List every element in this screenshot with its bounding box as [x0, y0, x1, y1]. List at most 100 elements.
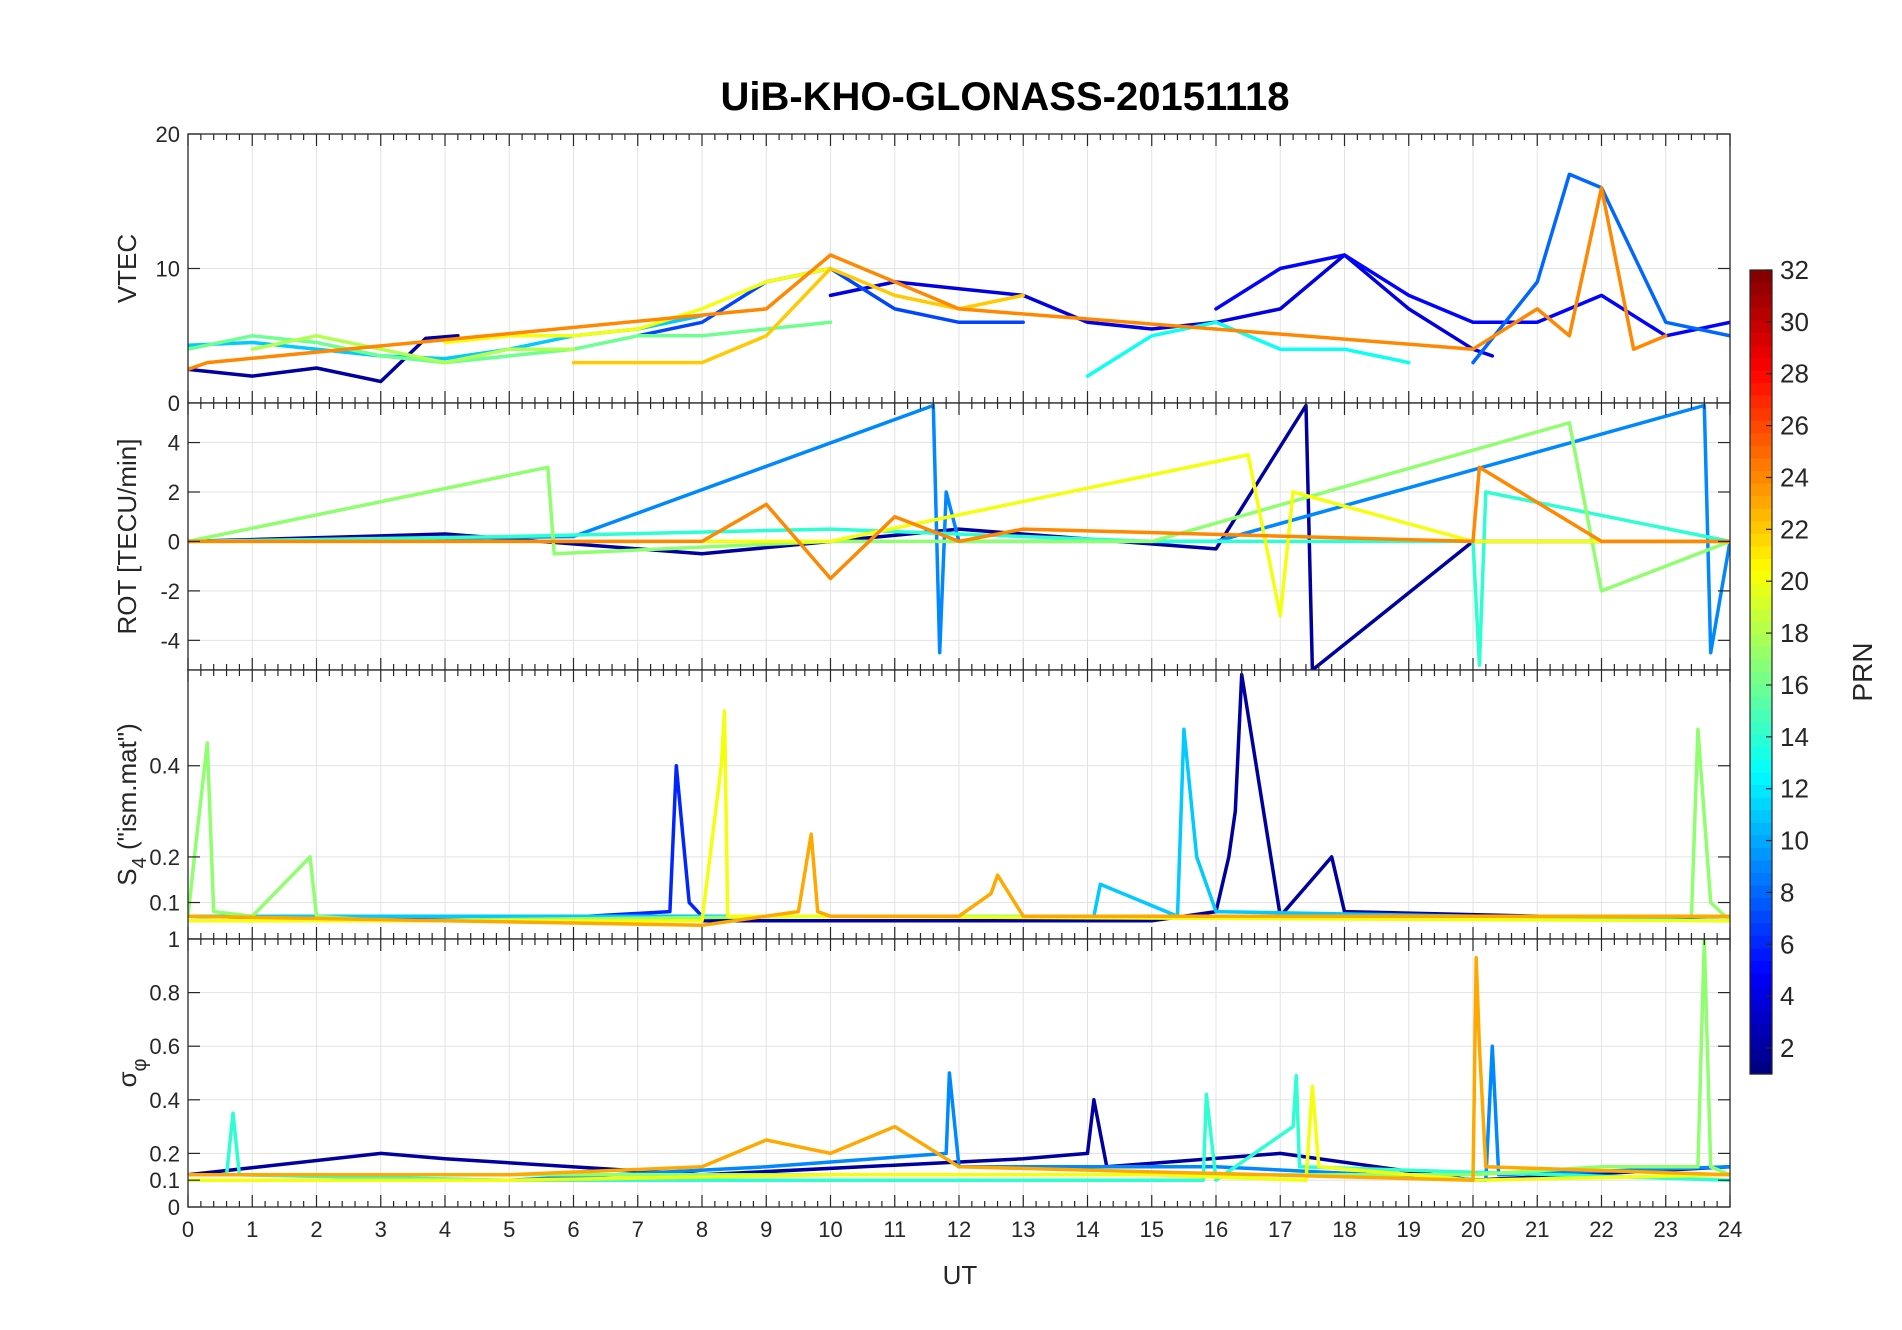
x-tick-label: 20 [1461, 1217, 1485, 1242]
y-axis-label: σφ [112, 1058, 151, 1087]
colorbar-segment [1750, 370, 1772, 384]
y-tick-label: 0.4 [149, 754, 180, 779]
colorbar-segment [1750, 948, 1772, 962]
colorbar-segment [1750, 345, 1772, 359]
x-tick-label: 13 [1011, 1217, 1035, 1242]
y-tick-label: 0.2 [149, 845, 180, 870]
colorbar-tick-label: 22 [1780, 514, 1809, 544]
colorbar-segment [1750, 621, 1772, 635]
y-tick-label: 4 [168, 431, 180, 456]
colorbar-segment [1750, 445, 1772, 460]
colorbar-segment [1750, 596, 1772, 610]
colorbar-segment [1750, 860, 1772, 874]
series-line-prn-2 [188, 672, 1730, 923]
y-tick-label: 0.4 [149, 1088, 180, 1113]
x-tick-label: 7 [632, 1217, 644, 1242]
colorbar-segment [1750, 282, 1772, 296]
y-tick-label: 0.2 [149, 1141, 180, 1166]
colorbar-segment [1750, 383, 1772, 397]
colorbar-segment [1750, 986, 1772, 1000]
x-tick-label: 10 [818, 1217, 842, 1242]
colorbar-segment [1750, 810, 1772, 824]
series-line-prn-20 [188, 1084, 1730, 1182]
y-axis-label: ROT [TECU/min] [112, 439, 142, 635]
series-line-prn-14 [188, 490, 1730, 667]
x-tick-label: 14 [1075, 1217, 1099, 1242]
series-line-prn-22 [571, 266, 1025, 365]
colorbar-tick-label: 24 [1780, 462, 1809, 492]
colorbar-segment [1750, 772, 1772, 786]
x-tick-label: 11 [883, 1217, 906, 1242]
x-tick-label: 18 [1332, 1217, 1356, 1242]
y-tick-label: 10 [156, 257, 180, 282]
series-line-prn-8 [1471, 172, 1730, 365]
colorbar-tick-label: 16 [1780, 670, 1809, 700]
series-group [188, 172, 1730, 384]
colorbar-segment [1750, 759, 1772, 774]
x-tick-label: 22 [1589, 1217, 1613, 1242]
colorbar-segment [1750, 785, 1772, 799]
colorbar-segment [1750, 1011, 1772, 1025]
y-tick-label: 20 [156, 122, 180, 147]
x-tick-label: 12 [947, 1217, 971, 1242]
colorbar-segment [1750, 420, 1772, 434]
x-tick-label: 0 [182, 1217, 194, 1242]
colorbar-tick-label: 14 [1780, 722, 1809, 752]
series-line-prn-24 [188, 186, 1668, 372]
colorbar-segment [1750, 935, 1772, 949]
colorbar-segment [1750, 709, 1772, 723]
colorbar-segment [1750, 847, 1772, 862]
colorbar-segment [1750, 307, 1772, 321]
y-tick-label: -2 [160, 579, 180, 604]
x-tick-label: 6 [567, 1217, 579, 1242]
colorbar-tick-label: 2 [1780, 1033, 1794, 1063]
series-group [188, 672, 1730, 928]
colorbar-segment [1750, 923, 1772, 937]
colorbar-segment [1750, 960, 1772, 975]
colorbar-segment [1750, 898, 1772, 912]
colorbar-segment [1750, 571, 1772, 585]
panel-sigma_phi: 00.10.2 0.4 0.6 0.8 1 σφ [112, 927, 1731, 1220]
colorbar-segment [1750, 885, 1772, 899]
panel-s4: 0.1 0.2 0.4S4 ("ism.mat") [112, 669, 1731, 940]
x-tick-label: 23 [1654, 1217, 1678, 1242]
y-tick-label: 0 [168, 529, 180, 554]
colorbar-segment [1750, 747, 1772, 761]
colorbar-segment [1750, 496, 1772, 510]
x-tick-label: 15 [1140, 1217, 1164, 1242]
series-line-prn-13 [1085, 320, 1411, 378]
colorbar-tick-label: 28 [1780, 359, 1809, 389]
colorbar-tick-label: 26 [1780, 411, 1809, 441]
y-axis-label: S4 ("ism.mat") [112, 723, 151, 885]
colorbar-segment [1750, 672, 1772, 686]
colorbar-segment [1750, 734, 1772, 748]
colorbar-segment [1750, 558, 1772, 573]
chart-title: UiB-KHO-GLONASS-20151118 [720, 75, 1289, 119]
y-tick-label: 0 [168, 1195, 180, 1220]
colorbar-segment [1750, 684, 1772, 698]
colorbar-segment [1750, 609, 1772, 623]
x-tick-label: 21 [1525, 1217, 1549, 1242]
colorbar-segment [1750, 1023, 1772, 1037]
colorbar-segment [1750, 546, 1772, 560]
colorbar-segment [1750, 873, 1772, 887]
colorbar-segment [1750, 697, 1772, 711]
colorbar-segment [1750, 508, 1772, 522]
x-tick-label: 17 [1268, 1217, 1292, 1242]
x-tick-label: 9 [760, 1217, 772, 1242]
colorbar-segment [1750, 433, 1772, 447]
panel-rot: -4 -2 0 2 4 ROT [TECU/min] [112, 402, 1731, 671]
colorbar-segment [1750, 646, 1772, 661]
series-line-prn-2 [188, 1098, 1730, 1182]
x-tick-label: 4 [439, 1217, 451, 1242]
series-group [188, 403, 1730, 670]
colorbar-tick-label: 8 [1780, 877, 1794, 907]
colorbar-tick-label: 32 [1780, 255, 1809, 285]
y-tick-label: 0.1 [149, 1168, 180, 1193]
panel-vtec: 0 10 20 VTEC [112, 122, 1731, 416]
colorbar-segment [1750, 471, 1772, 485]
x-tick-label: 19 [1397, 1217, 1421, 1242]
colorbar-segment [1750, 822, 1772, 836]
